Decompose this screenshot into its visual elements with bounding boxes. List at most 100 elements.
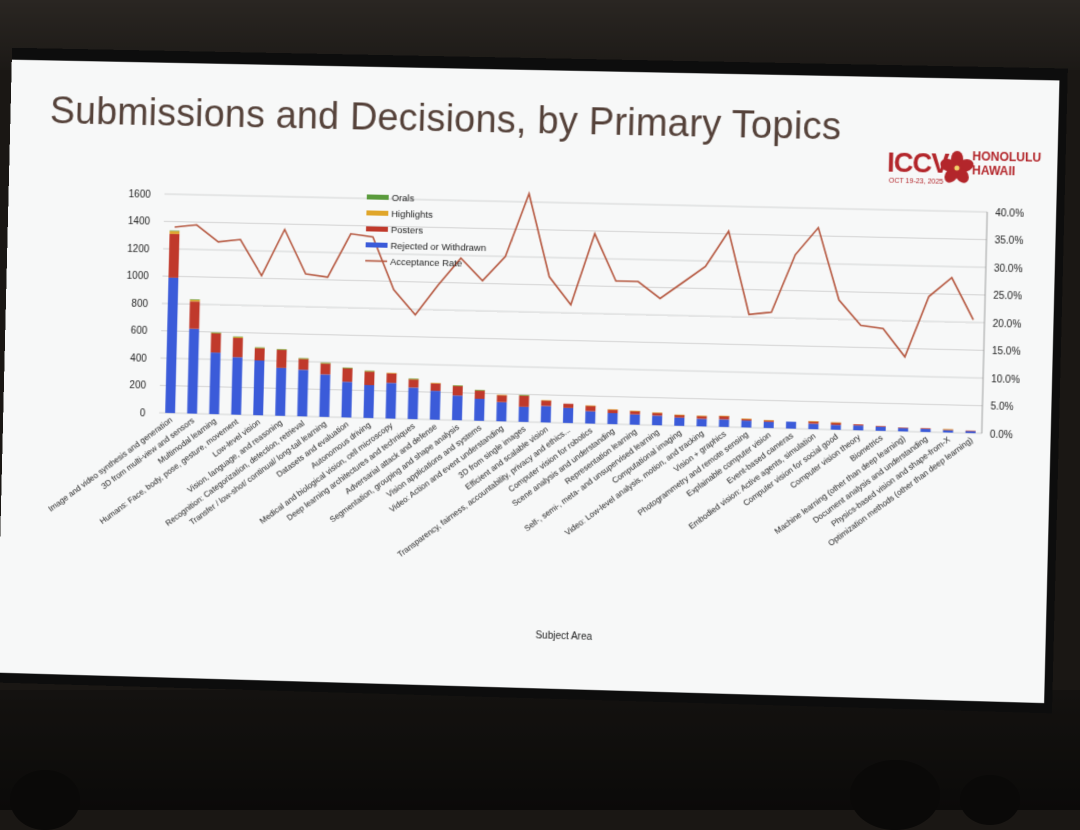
y2-tick-label: 0.0% [990,430,1013,442]
bar-rejected [943,430,953,433]
legend-swatch [366,226,388,231]
legend-swatch [366,242,388,247]
bar-posters [168,234,179,278]
bar-rejected [741,420,751,427]
bar-posters [298,359,308,370]
legend-label: Highlights [391,209,433,221]
bar-rejected [518,407,528,422]
bar-rejected [496,402,506,421]
bar-rejected [231,357,242,415]
bar-posters [233,338,243,357]
bar-rejected [585,411,595,424]
bar-rejected [808,424,818,430]
bar-rejected [719,419,729,427]
y-tick-label: 800 [131,299,148,310]
bar-posters [320,363,330,374]
bar-posters [585,406,595,412]
y-tick-label: 1400 [128,217,151,228]
y-tick-label: 1600 [129,189,152,200]
bar-rejected [209,352,220,414]
bar-posters [519,396,529,407]
bar-posters [255,348,265,361]
bar-rejected [652,415,662,425]
bar-rejected [630,414,640,425]
bar-rejected [430,391,441,420]
gridline [164,221,987,239]
y-tick-label: 600 [131,326,148,337]
bar-rejected [898,428,908,432]
acceptance-rate-line [172,186,976,358]
bar-posters [475,390,485,398]
gridline [161,331,984,351]
bar-rejected [853,425,863,430]
bar-posters [342,368,352,382]
y2-tick-label: 35.0% [994,236,1023,248]
bar-rejected [607,413,617,424]
audience-head [960,775,1020,825]
y-axis-ticks: 0 200 400 600 800 1000 1200 1400 1600 [123,189,151,419]
gridline [162,303,985,322]
legend-swatch [366,210,388,215]
y-tick-label: 1200 [127,244,150,255]
projector-screen: Submissions and Decisions, by Primary To… [0,48,1068,714]
y2-tick-label: 15.0% [992,347,1021,359]
bar-rejected [165,278,178,414]
audience-head [10,770,80,830]
bar-rejected [563,408,573,423]
bar-posters [386,373,396,383]
bar-posters [189,301,200,329]
y2-axis-ticks: 0.0% 5.0% 10.0% 15.0% 20.0% 25.0% 30.0% 35.0% 40… [990,208,1025,441]
bar-posters [431,383,441,391]
legend-label: Orals [392,193,415,205]
bar-posters [497,395,507,402]
slide: Submissions and Decisions, by Primary To… [0,60,1059,703]
bar-rejected [187,329,199,414]
bar-rejected [363,385,374,418]
legend-label: Posters [391,225,424,237]
bar-rejected [920,429,930,432]
y-tick-label: 0 [140,408,146,419]
bar-rejected [697,419,707,427]
bar-rejected [319,374,330,417]
legend-label: Rejected or Withdrawn [390,241,486,254]
bar-rejected [386,383,397,419]
y2-tick-label: 25.0% [993,291,1022,303]
bar-rejected [474,399,485,421]
bar-posters [276,350,286,368]
x-tick-label: 3D from multi-view and sensors [100,416,196,491]
bar-rejected [876,427,886,431]
gridline [164,194,987,212]
y2-tick-label: 30.0% [994,263,1023,275]
bar-highlights [170,231,180,234]
stacked-bar-chart: 0 200 400 600 800 1000 1200 1400 1600 0.0% 5.0% 10… [0,60,1059,703]
y-tick-label: 400 [130,353,147,364]
gridline [163,249,986,268]
bar-posters [408,379,418,387]
bar-rejected [786,422,796,429]
bar-rejected [541,406,551,423]
bar-posters [563,404,573,408]
y2-tick-label: 5.0% [990,402,1013,414]
y-tick-label: 200 [129,381,146,392]
bar-rejected [831,425,841,430]
gridline [162,276,985,295]
audience-head [850,760,940,830]
y2-tick-label: 10.0% [991,374,1020,386]
legend: Orals Highlights Posters Rejected or Withdr… [365,192,487,270]
y-tick-label: 1000 [127,271,150,282]
bar-rejected [275,368,286,416]
bar-rejected [452,395,463,420]
y2-tick-label: 40.0% [995,208,1024,220]
bar-rejected [253,360,264,415]
bar-posters [364,371,374,385]
y2-tick-label: 20.0% [992,319,1021,331]
bar-rejected [297,370,308,417]
legend-label: Acceptance Rate [390,257,462,270]
legend-swatch [367,194,389,199]
bar-rejected [408,387,419,419]
bar-rejected [674,417,684,426]
bar-posters [541,400,551,406]
x-axis-title: Subject Area [535,630,592,643]
bar-rejected [764,422,774,428]
bar-posters [453,386,463,396]
